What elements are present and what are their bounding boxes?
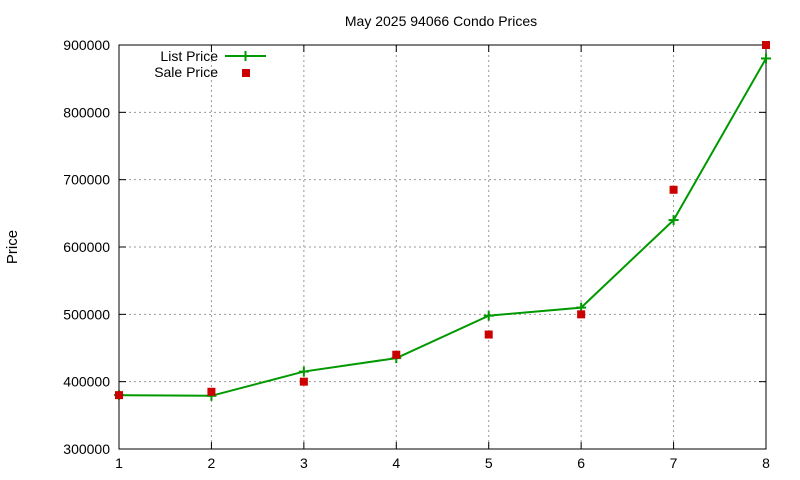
y-tick-label: 500000 (63, 306, 110, 322)
sale-price-point (762, 41, 770, 49)
list-price-point (668, 215, 679, 226)
sale-price-point (207, 387, 216, 396)
y-tick-label: 700000 (63, 172, 110, 188)
y-tick-label: 800000 (63, 104, 110, 120)
axis-ticks: 300000 400000 500000 600000 700000 800000 9000… (63, 37, 770, 471)
series-sale-price (115, 41, 770, 400)
y-tick-label: 300000 (63, 441, 110, 457)
sale-price-point (392, 350, 401, 359)
y-tick-label: 900000 (63, 37, 110, 53)
sale-price-point (115, 391, 123, 400)
legend-swatch-marker (242, 69, 250, 77)
grid (119, 45, 766, 449)
list-price-point (483, 310, 494, 321)
y-tick-label: 600000 (63, 239, 110, 255)
x-tick-label: 2 (208, 455, 216, 471)
plot-frame (118, 44, 767, 450)
y-tick-label: 400000 (63, 374, 110, 390)
list-price-point (761, 53, 771, 64)
list-price-line (118, 57, 767, 397)
legend-label: List Price (160, 48, 218, 64)
chart-title: May 2025 94066 Condo Prices (345, 13, 537, 29)
x-tick-label: 6 (577, 455, 585, 471)
x-tick-label: 1 (115, 455, 123, 471)
x-tick-label: 3 (300, 455, 308, 471)
legend-label: Sale Price (154, 64, 218, 80)
series-list-price (114, 53, 771, 401)
sale-price-point (484, 330, 493, 339)
legend-swatch-marker (240, 51, 251, 61)
x-tick-label: 5 (485, 455, 493, 471)
sale-price-point (299, 377, 308, 386)
y-axis-label: Price (4, 230, 21, 264)
series-group (114, 41, 771, 401)
x-tick-label: 7 (670, 455, 678, 471)
sale-price-point (577, 310, 586, 319)
list-price-point (298, 366, 309, 377)
x-tick-label: 8 (762, 455, 770, 471)
sale-price-point (669, 185, 678, 194)
x-tick-label: 4 (392, 455, 400, 471)
